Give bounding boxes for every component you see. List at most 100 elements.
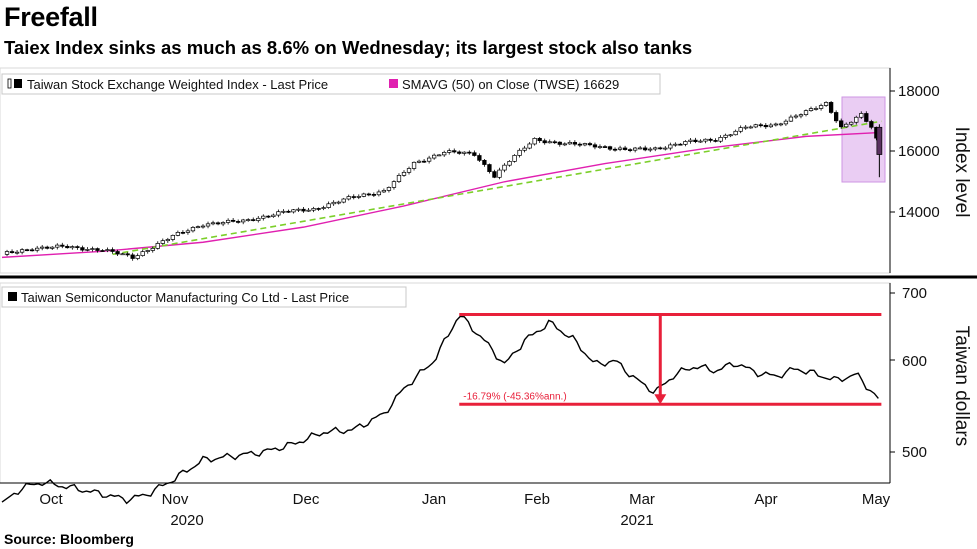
candle-up (35, 247, 40, 251)
candle-up (823, 102, 829, 106)
y-tick-600: 600 (902, 353, 927, 370)
candle-up (311, 208, 316, 211)
candle-up (185, 230, 191, 233)
candle-up (150, 248, 155, 251)
candle-up (155, 243, 160, 249)
x-tick-mar: Mar (629, 491, 655, 508)
drawdown-arrow-head (654, 394, 667, 405)
candle-up (818, 105, 824, 109)
candle-up (798, 114, 804, 117)
x-tick-nov: Nov (162, 491, 189, 508)
candle-up (808, 108, 814, 111)
top-panel-frame (0, 67, 891, 274)
candle-down (371, 194, 376, 196)
candle-down (457, 151, 462, 154)
legend-tsmc-label: Taiwan Semiconductor Manufacturing Co Lt… (21, 290, 349, 305)
plot-layer (1, 100, 883, 505)
candle-up (562, 143, 567, 146)
candle-down (30, 249, 35, 252)
candle-down (542, 140, 547, 144)
x-tick-dec: Dec (293, 491, 320, 508)
candle-up (547, 141, 552, 144)
candle-up (401, 171, 407, 176)
candle-down (180, 231, 186, 234)
candle-up (803, 110, 809, 115)
candle-down (472, 152, 477, 156)
candle-down (251, 219, 256, 221)
candle-up (783, 120, 789, 125)
candle-up (276, 211, 281, 216)
candle-up (225, 219, 231, 223)
candle-up (753, 124, 758, 128)
top-y-ticks: 18000 16000 14000 (890, 83, 940, 221)
candle-down (492, 171, 497, 178)
y-tick-18000: 18000 (898, 83, 940, 100)
candle-up (341, 198, 346, 203)
candle-up (673, 143, 678, 146)
candle-down (869, 121, 874, 128)
candle-down (301, 208, 306, 212)
candle-down (80, 247, 85, 251)
candle-down (95, 248, 100, 251)
candle-up (321, 207, 326, 209)
candle-up (326, 203, 331, 208)
y-tick-700: 700 (902, 285, 927, 302)
candle-up (648, 148, 653, 151)
top-legend-box (1, 73, 661, 95)
candle-up (346, 196, 351, 200)
y-tick-500: 500 (902, 444, 927, 461)
candle-up (165, 239, 170, 242)
candle-up (306, 209, 311, 212)
candle-up (200, 225, 206, 228)
candle-up (105, 249, 110, 251)
candle-down (130, 254, 135, 259)
candle-up (788, 116, 794, 122)
candle-up (859, 113, 864, 118)
drawdown-label: -16.79% (-45.36%ann.) (463, 391, 566, 402)
candle-down (864, 113, 869, 122)
candle-down (115, 251, 120, 255)
candle-down (100, 250, 105, 252)
candle-up (462, 151, 467, 154)
candle-up (135, 255, 140, 259)
candle-up (386, 187, 392, 191)
candle-down (557, 141, 562, 145)
candle-up (170, 235, 176, 240)
candle-up (502, 164, 507, 171)
candle-up (688, 139, 693, 142)
candle-up (497, 169, 502, 178)
candle-up (261, 215, 266, 219)
candle-up (241, 219, 246, 223)
candle-up (416, 160, 422, 163)
candle-down (577, 143, 583, 146)
candle-up (331, 201, 336, 205)
candle-up (291, 209, 296, 213)
x-year-2021: 2021 (620, 512, 653, 529)
candle-down (587, 143, 593, 146)
bottom-panel-frame (0, 282, 891, 484)
candle-up (728, 134, 733, 137)
chart-title: Freefall (4, 2, 98, 32)
candle-up (703, 138, 708, 142)
candle-up (723, 134, 728, 138)
candle-down (592, 144, 598, 148)
candle-down (467, 151, 472, 154)
x-tick-oct: Oct (39, 491, 63, 508)
candle-up (120, 253, 125, 256)
candle-up (361, 193, 366, 197)
candle-down (366, 193, 371, 196)
legend-sma-swatch (389, 79, 398, 88)
candle-up (738, 127, 743, 132)
candle-down (537, 138, 542, 142)
candle-up (376, 191, 382, 196)
candle-up (145, 250, 150, 252)
candle-down (231, 219, 236, 222)
candle-up (813, 108, 819, 110)
candle-down (75, 246, 80, 248)
candle-down (65, 245, 70, 249)
candle-down (658, 147, 663, 150)
candle-down (125, 253, 130, 256)
tsmc-price-line (1, 315, 879, 505)
candle-down (678, 143, 683, 146)
candle-up (793, 115, 799, 118)
